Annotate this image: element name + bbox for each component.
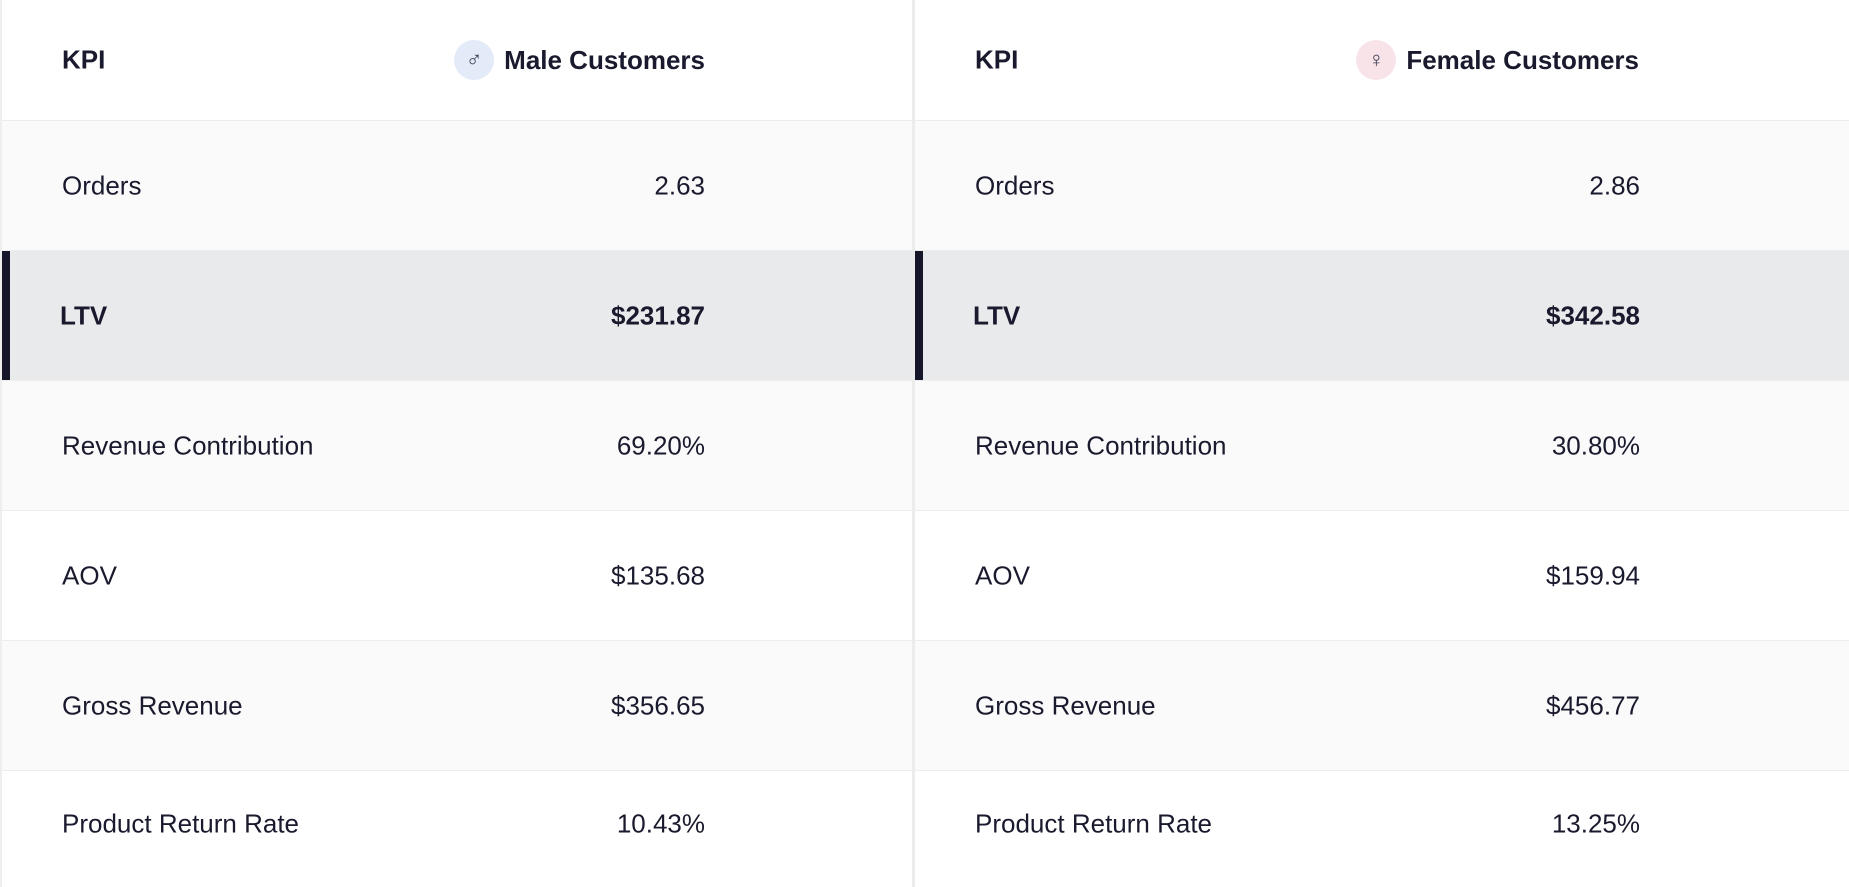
segment-title: Female Customers [1406,44,1639,75]
kpi-value: $356.65 [611,690,705,720]
kpi-label: AOV [62,560,117,590]
kpi-value: 30.80% [1551,430,1640,460]
kpi-value: 10.43% [616,808,705,838]
table-row: AOV $135.68 [2,511,912,641]
male-symbol-icon: ♂ [454,40,495,80]
table-row-highlighted: LTV $231.87 [2,251,912,381]
kpi-column-header: KPI [975,44,1019,75]
kpi-value: $342.58 [1546,300,1640,330]
table-row: Orders 2.86 [915,121,1849,251]
kpi-label: LTV [60,300,108,330]
segment-column-header: ♂ Male Customers [454,40,705,80]
kpi-label: Product Return Rate [62,808,300,838]
segment-column-header: ♀ Female Customers [1356,40,1639,80]
row-accent-bar [2,251,10,380]
kpi-label: Revenue Contribution [975,430,1227,460]
kpi-label: Gross Revenue [975,690,1156,720]
kpi-value: 2.86 [1589,170,1640,200]
kpi-value: $135.68 [611,560,705,590]
kpi-label: Gross Revenue [62,690,243,720]
kpi-label: Revenue Contribution [62,430,314,460]
male-kpi-table: KPI ♂ Male Customers Orders 2.63 LTV $23… [0,0,912,887]
table-row: Revenue Contribution 69.20% [2,381,912,511]
table-row: Gross Revenue $456.77 [915,641,1849,771]
segment-title: Male Customers [504,44,705,75]
table-header: KPI ♀ Female Customers [915,0,1849,121]
table-row: Orders 2.63 [2,121,912,251]
table-row: Revenue Contribution 30.80% [915,381,1849,511]
table-row: Product Return Rate 10.43% [2,771,912,876]
table-row: Gross Revenue $356.65 [2,641,912,771]
kpi-value: 69.20% [616,430,705,460]
kpi-value: 2.63 [654,170,705,200]
table-row: AOV $159.94 [915,511,1849,641]
table-row: Product Return Rate 13.25% [915,771,1849,876]
kpi-value: 13.25% [1551,808,1640,838]
row-accent-bar [915,251,923,380]
kpi-value: $159.94 [1546,560,1640,590]
female-kpi-table: KPI ♀ Female Customers Orders 2.86 LTV $… [912,0,1849,887]
kpi-label: LTV [973,300,1021,330]
table-row-highlighted: LTV $342.58 [915,251,1849,381]
kpi-value: $231.87 [611,300,705,330]
kpi-label: AOV [975,560,1030,590]
kpi-value: $456.77 [1546,690,1640,720]
kpi-label: Product Return Rate [975,808,1213,838]
female-symbol-icon: ♀ [1356,40,1397,80]
table-header: KPI ♂ Male Customers [2,0,912,121]
kpi-column-header: KPI [62,44,106,75]
kpi-label: Orders [975,170,1055,200]
kpi-label: Orders [62,170,142,200]
